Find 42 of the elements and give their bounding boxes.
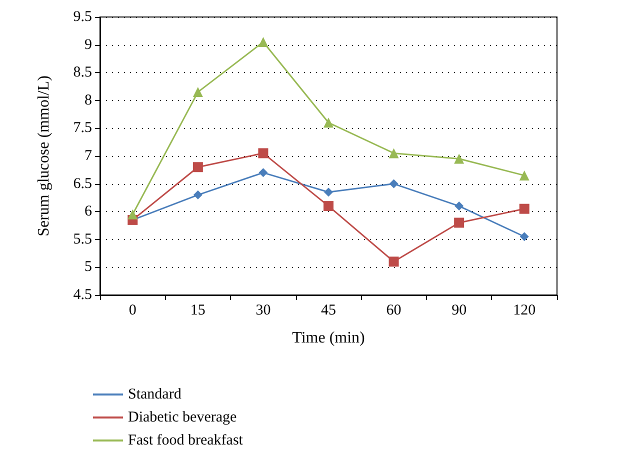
y-tick-label: 5.5: [73, 231, 92, 248]
point: [258, 168, 268, 178]
legend-label: Standard: [128, 386, 182, 402]
point: [388, 148, 399, 158]
y-tick-label: 4.5: [73, 287, 92, 303]
legend-label: Fast food breakfast: [128, 432, 244, 448]
x-tick-label: 45: [321, 302, 336, 318]
point: [520, 232, 529, 242]
point: [324, 201, 334, 212]
point: [192, 87, 203, 98]
point: [454, 202, 464, 211]
point: [454, 218, 464, 228]
x-axis-title: Time (min): [292, 330, 365, 346]
point: [389, 179, 398, 188]
point: [258, 37, 268, 48]
point: [324, 188, 333, 197]
y-tick-label: 8: [84, 92, 92, 108]
x-tick-label: 30: [256, 302, 271, 318]
point: [258, 148, 268, 158]
point: [192, 162, 203, 172]
point: [193, 190, 202, 200]
point: [128, 209, 138, 220]
y-tick-label: 9.5: [73, 9, 92, 25]
y-tick-label: 7.5: [73, 120, 92, 136]
y-tick-label: 6: [84, 204, 92, 220]
point: [519, 204, 530, 214]
x-tick-label: 15: [190, 302, 206, 318]
legend-label: Diabetic beverage: [128, 410, 238, 426]
point: [388, 256, 399, 267]
point: [519, 170, 530, 180]
y-tick-label: 5: [84, 259, 92, 276]
x-tick-label: 120: [513, 302, 536, 318]
x-tick-label: 60: [386, 302, 402, 318]
point: [454, 154, 464, 164]
y-tick-label: 7: [84, 148, 92, 164]
y-tick-label: 6.5: [73, 176, 92, 192]
point: [324, 118, 334, 128]
y-tick-label: 9: [84, 36, 92, 53]
x-tick-label: 0: [128, 302, 136, 318]
y-tick-label: 8.5: [73, 64, 92, 81]
x-tick-label: 90: [452, 302, 467, 318]
y-axis-title: Serum glucose (mmol/L): [36, 76, 52, 236]
